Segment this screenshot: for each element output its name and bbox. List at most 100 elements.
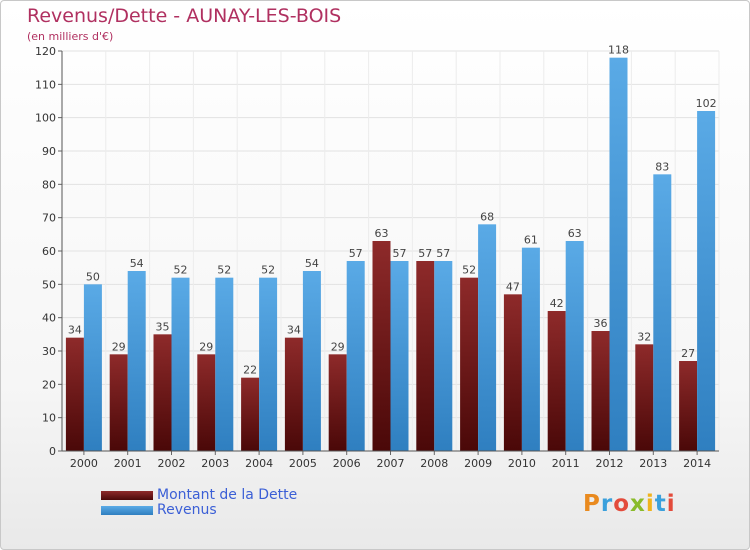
x-tick-label: 2007: [377, 457, 405, 470]
logo-letter: r: [600, 491, 614, 517]
y-tick-label: 120: [35, 45, 56, 58]
legend-label-dette: Montant de la Dette: [157, 487, 298, 503]
logo-letter: i: [645, 491, 655, 517]
data-label: 52: [462, 264, 476, 277]
data-label: 54: [130, 257, 144, 270]
x-tick-label: 2006: [333, 457, 361, 470]
bar-dette-2005: [284, 337, 303, 451]
data-label: 68: [480, 210, 494, 223]
y-tick-label: 100: [35, 112, 56, 125]
data-label: 42: [550, 297, 564, 310]
data-label: 35: [156, 320, 170, 333]
x-tick-label: 2012: [596, 457, 624, 470]
bar-dette-2007: [372, 241, 391, 451]
data-label: 52: [174, 264, 188, 277]
y-tick-label: 70: [42, 212, 56, 225]
logo-letter: P: [583, 491, 601, 517]
data-label: 63: [375, 227, 389, 240]
data-label: 57: [393, 247, 407, 260]
y-tick-label: 10: [42, 412, 56, 425]
data-label: 61: [524, 234, 538, 247]
bar-revenus-2012: [609, 57, 628, 452]
bar-revenus-2013: [653, 174, 672, 452]
data-label: 52: [261, 264, 275, 277]
logo-letter: o: [613, 491, 631, 517]
legend-item-dette: Montant de la Dette: [101, 487, 298, 503]
y-tick-label: 30: [42, 345, 56, 358]
x-tick-label: 2008: [420, 457, 448, 470]
x-tick-label: 2003: [201, 457, 229, 470]
data-label: 52: [217, 264, 231, 277]
logo-letter: t: [654, 491, 667, 517]
bar-dette-2001: [109, 354, 128, 451]
bar-dette-2014: [679, 361, 698, 451]
bar-revenus-2008: [434, 261, 453, 451]
bar-revenus-2009: [478, 224, 497, 451]
bar-dette-2006: [328, 354, 347, 451]
bar-dette-2002: [153, 334, 172, 451]
bar-dette-2010: [503, 294, 522, 451]
chart-title: Revenus/Dette - AUNAY-LES-BOIS: [27, 5, 342, 27]
data-label: 83: [655, 160, 669, 173]
x-tick-label: 2001: [114, 457, 142, 470]
bar-revenus-2007: [390, 261, 409, 451]
bar-revenus-2005: [302, 271, 321, 451]
logo-letter: i: [666, 491, 676, 517]
data-label: 27: [681, 347, 695, 360]
x-tick-label: 2010: [508, 457, 536, 470]
bar-revenus-2000: [83, 284, 102, 451]
bar-revenus-2002: [171, 277, 190, 451]
data-label: 118: [608, 44, 629, 57]
legend-item-revenus: Revenus: [101, 502, 217, 518]
bar-dette-2012: [591, 331, 610, 451]
bar-dette-2003: [197, 354, 216, 451]
data-label: 32: [637, 330, 651, 343]
data-label: 22: [243, 364, 257, 377]
data-label: 47: [506, 280, 520, 293]
y-tick-label: 90: [42, 145, 56, 158]
data-label: 102: [696, 97, 717, 110]
x-tick-label: 2000: [70, 457, 98, 470]
data-label: 63: [568, 227, 582, 240]
bar-dette-2004: [241, 377, 260, 451]
legend-label-revenus: Revenus: [157, 502, 217, 518]
data-label: 54: [305, 257, 319, 270]
bar-revenus-2001: [127, 271, 146, 451]
y-tick-label: 40: [42, 312, 56, 325]
proxiti-logo: Proxiti: [583, 491, 676, 517]
data-label: 34: [287, 324, 301, 337]
data-label: 29: [112, 340, 126, 353]
bar-dette-2011: [547, 311, 566, 451]
x-tick-label: 2004: [245, 457, 273, 470]
chart-subtitle: (en milliers d'€): [27, 30, 114, 43]
data-label: 57: [436, 247, 450, 260]
data-label: 29: [331, 340, 345, 353]
data-label: 57: [349, 247, 363, 260]
y-tick-label: 60: [42, 245, 56, 258]
data-label: 50: [86, 270, 100, 283]
bar-revenus-2003: [215, 277, 234, 451]
bar-revenus-2004: [259, 277, 278, 451]
bar-dette-2008: [416, 261, 435, 451]
legend-swatch-dette: [101, 490, 153, 500]
x-tick-label: 2013: [639, 457, 667, 470]
bar-dette-2000: [65, 337, 84, 451]
x-tick-label: 2009: [464, 457, 492, 470]
bar-dette-2013: [635, 344, 654, 451]
y-tick-label: 50: [42, 278, 56, 291]
x-tick-label: 2002: [158, 457, 186, 470]
x-tick-label: 2005: [289, 457, 317, 470]
y-tick-label: 110: [35, 78, 56, 91]
bar-revenus-2006: [346, 261, 365, 451]
data-label: 36: [594, 317, 608, 330]
y-tick-label: 0: [49, 445, 56, 458]
bar-revenus-2010: [521, 247, 540, 451]
y-tick-label: 20: [42, 378, 56, 391]
bar-revenus-2011: [565, 241, 584, 451]
bar-dette-2009: [460, 277, 479, 451]
x-tick-label: 2014: [683, 457, 711, 470]
y-tick-label: 80: [42, 178, 56, 191]
bar-revenus-2014: [697, 111, 716, 451]
